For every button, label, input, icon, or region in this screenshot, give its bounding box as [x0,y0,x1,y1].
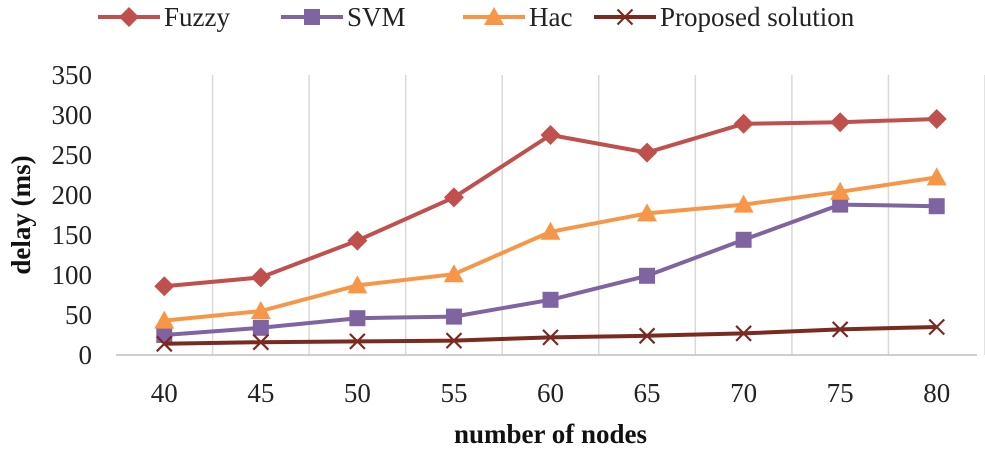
series-group [154,109,947,353]
x-tick-label: 70 [730,378,757,408]
x-tick-label: 60 [537,378,564,408]
data-point [349,310,366,327]
series-line [164,325,937,346]
legend-item: Fuzzy [98,2,230,32]
data-point [250,267,271,288]
x-tick-label: 80 [923,378,950,408]
data-point [542,291,559,308]
data-point [733,194,754,213]
x-tick-label: 45 [247,378,274,408]
legend-label: Fuzzy [164,2,230,32]
data-point [832,196,849,213]
legend-item: Proposed solution [594,2,855,32]
data-point [735,325,752,342]
x-axis-title: number of nodes [454,419,647,449]
data-point [637,203,658,222]
y-tick-label: 200 [52,180,93,210]
data-point [252,319,269,336]
series-4 [156,318,945,353]
data-point [928,198,945,215]
legend: Fuzzy SVM Hac Proposed solution [98,2,855,32]
x-axis-ticks: 40 45 50 55 60 65 70 75 80 [151,378,950,408]
y-axis-ticks: 0 50 100 150 200 250 300 350 [52,60,93,370]
y-tick-label: 100 [52,260,93,290]
x-tick-label: 55 [440,378,467,408]
data-point [349,333,366,350]
data-point [926,109,947,129]
legend-item: Hac [463,2,572,32]
legend-marker [484,7,504,25]
y-tick-label: 0 [79,340,93,370]
series-1 [154,109,947,297]
legend-label: SVM [347,2,406,32]
data-point [156,327,173,343]
legend-label: Proposed solution [660,2,855,32]
data-point [443,187,464,208]
y-tick-label: 150 [52,220,93,250]
y-axis-title: delay (ms) [6,155,36,274]
y-tick-label: 350 [52,60,93,90]
legend-label: Hac [529,2,572,32]
data-point [542,329,559,346]
data-point [638,327,656,345]
data-point [156,335,173,353]
data-point [830,112,851,133]
data-point [831,321,849,338]
x-tick-label: 75 [827,378,854,408]
data-point [445,308,462,325]
data-point [443,264,464,283]
y-tick-label: 50 [65,300,92,330]
data-point [733,113,754,134]
x-tick-label: 65 [634,378,661,408]
data-point [639,267,656,284]
data-point [540,125,561,145]
x-tick-label: 50 [344,378,371,408]
data-point [735,231,752,248]
legend-item: SVM [281,2,406,32]
data-point [445,332,463,349]
series-3 [154,167,947,329]
data-point [154,310,175,329]
y-tick-label: 250 [52,140,93,170]
data-point [540,221,561,240]
legend-marker [119,7,139,27]
data-point [928,318,945,336]
data-point [250,301,271,319]
data-point [252,333,270,351]
data-point [926,167,947,186]
data-point [830,181,851,200]
legend-marker [304,9,320,25]
legend-marker [616,8,634,26]
data-point [154,276,175,297]
x-tick-label: 40 [151,378,178,408]
series-2 [156,196,945,343]
data-point [347,275,368,294]
y-tick-label: 300 [52,100,93,130]
data-point [637,142,658,163]
data-point [347,230,368,251]
